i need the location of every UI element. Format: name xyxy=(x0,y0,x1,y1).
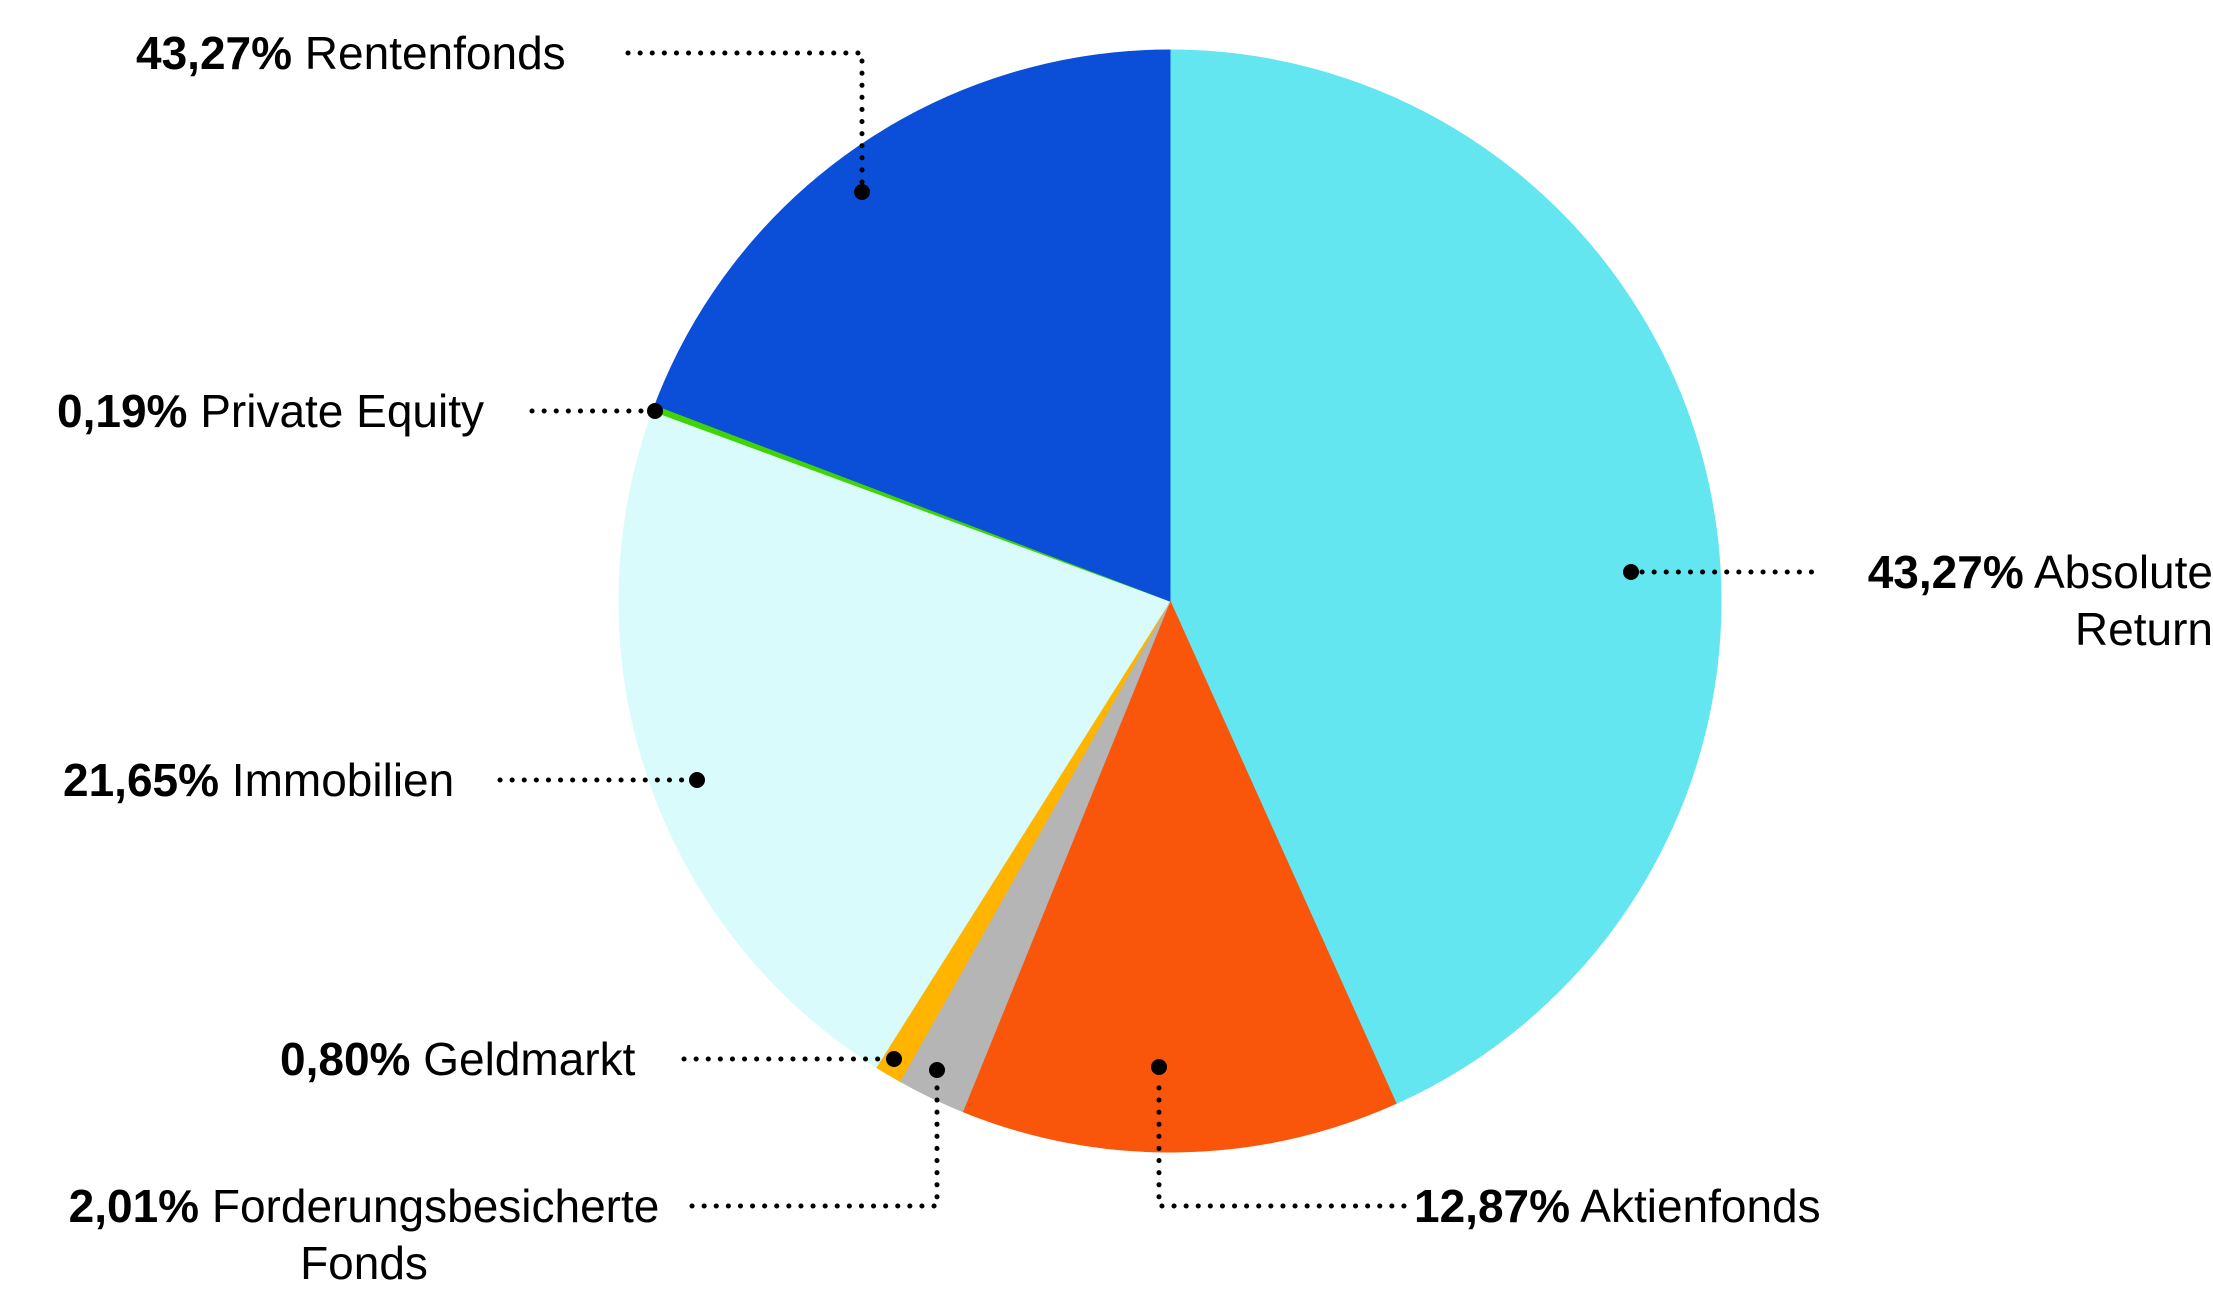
label-private-equity: 0,19% Private Equity xyxy=(57,383,484,440)
pie-slice-absolute-return xyxy=(1169,49,1722,1105)
slice-name: Rentenfonds xyxy=(304,27,566,79)
slice-name: Private Equity xyxy=(200,385,485,437)
leader-dot-aktienfonds xyxy=(1151,1059,1167,1075)
leader-dot-rentenfonds xyxy=(854,184,870,200)
percent-value: 43,27% xyxy=(1867,546,2024,598)
slice-name: Aktienfonds xyxy=(1580,1180,1821,1232)
slice-name: Immobilien xyxy=(231,754,455,806)
leader-line-forderungsbesicherte-fonds xyxy=(689,1078,940,1209)
percent-value: 0,80% xyxy=(280,1033,411,1085)
pie-slice-aktienfonds xyxy=(962,599,1397,1153)
percent-value: 21,65% xyxy=(63,754,220,806)
leader-dot-geldmarkt xyxy=(886,1051,902,1067)
percent-value: 43,27% xyxy=(136,27,293,79)
label-forderungsbesicherte-fonds: 2,01% Forderungsbesicherte Fonds xyxy=(39,1178,689,1292)
label-rentenfonds: 43,27% Rentenfonds xyxy=(136,25,566,82)
label-geldmarkt: 0,80% Geldmarkt xyxy=(280,1031,635,1088)
label-absolute-return: 43,27% Absolute Return xyxy=(1828,544,2213,658)
pie-slice-rentenfonds xyxy=(654,49,1171,602)
leader-dot-absolute-return xyxy=(1623,564,1639,580)
slice-name: Geldmarkt xyxy=(423,1033,636,1085)
leader-line-rentenfonds xyxy=(625,50,865,186)
leader-dot-forderungsbesicherte-fonds xyxy=(929,1062,945,1078)
percent-value: 2,01% xyxy=(68,1180,200,1232)
slice-name: Forderungsbesicherte Fonds xyxy=(211,1180,660,1289)
pie-slices xyxy=(618,49,1722,1153)
leader-dot-private-equity xyxy=(647,403,663,419)
slice-name: Absolute Return xyxy=(2033,546,2213,655)
pie-slice-immobilien xyxy=(618,410,1171,1068)
label-aktienfonds: 12,87% Aktienfonds xyxy=(1414,1178,1821,1235)
leader-dot-immobilien xyxy=(689,772,705,788)
percent-value: 12,87% xyxy=(1414,1180,1571,1232)
label-immobilien: 21,65% Immobilien xyxy=(63,752,454,809)
percent-value: 0,19% xyxy=(57,385,188,437)
